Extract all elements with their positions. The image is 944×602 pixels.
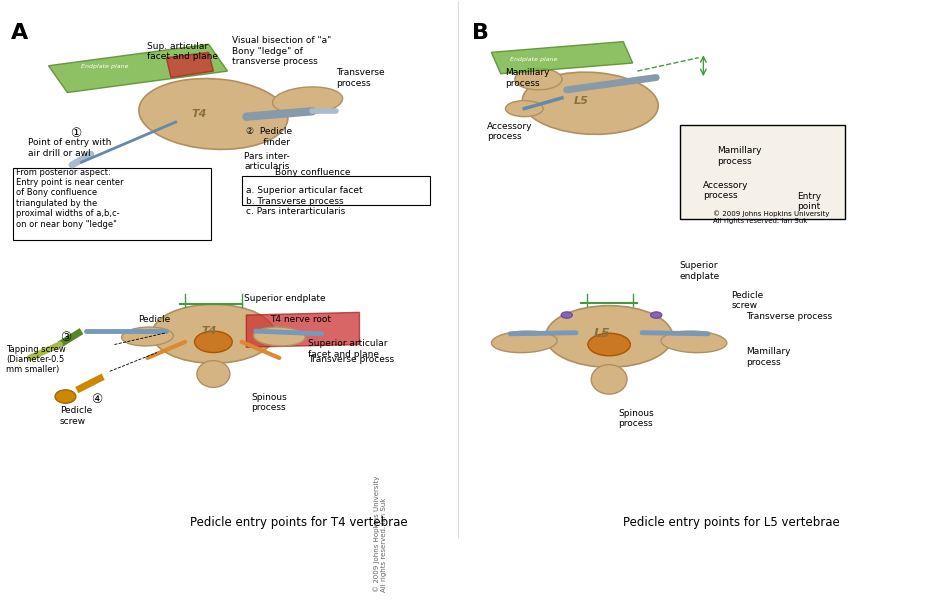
Text: Pars inter-
articularis: Pars inter- articularis xyxy=(244,152,290,171)
Text: A: A xyxy=(10,23,28,43)
Ellipse shape xyxy=(661,331,726,353)
Text: B: B xyxy=(472,23,489,43)
Text: L5: L5 xyxy=(573,96,588,105)
Text: Pedicle: Pedicle xyxy=(138,315,170,324)
Text: From posterior aspect:
Entry point is near center
of Bony confluence
triangulate: From posterior aspect: Entry point is ne… xyxy=(15,167,123,229)
Text: Transverse
process: Transverse process xyxy=(335,69,384,88)
Text: Transverse process: Transverse process xyxy=(308,355,394,364)
Bar xyxy=(242,176,430,205)
Ellipse shape xyxy=(505,101,543,117)
Polygon shape xyxy=(246,312,359,347)
Ellipse shape xyxy=(55,390,76,403)
Text: Accessory
process: Accessory process xyxy=(486,122,531,141)
Ellipse shape xyxy=(514,69,562,90)
Text: Accessory
process: Accessory process xyxy=(702,181,748,200)
Ellipse shape xyxy=(253,327,305,346)
Text: ④: ④ xyxy=(91,393,102,406)
Ellipse shape xyxy=(649,312,661,318)
Text: T4: T4 xyxy=(201,326,216,336)
Ellipse shape xyxy=(122,327,173,346)
Text: ③: ③ xyxy=(59,331,71,344)
Text: Spinous
process: Spinous process xyxy=(251,393,287,412)
Bar xyxy=(12,167,211,240)
Text: Spinous
process: Spinous process xyxy=(618,409,653,428)
Text: Tapping screw
(Diameter-0.5
mm smaller): Tapping screw (Diameter-0.5 mm smaller) xyxy=(6,344,66,374)
Ellipse shape xyxy=(194,331,232,353)
Text: Point of entry with
air drill or awl: Point of entry with air drill or awl xyxy=(27,138,111,158)
Text: Pedicle entry points for L5 vertebrae: Pedicle entry points for L5 vertebrae xyxy=(623,516,839,529)
Text: Endplate plane: Endplate plane xyxy=(510,57,557,62)
Text: ①: ① xyxy=(70,128,81,140)
Text: Superior endplate: Superior endplate xyxy=(244,294,326,303)
Text: © 2009 Johns Hopkins University
All rights reserved. Ian Suk: © 2009 Johns Hopkins University All righ… xyxy=(712,211,828,224)
Bar xyxy=(679,125,844,219)
Text: Pedicle
screw: Pedicle screw xyxy=(731,291,763,310)
Text: © 2009 Johns Hopkins University
All rights reserved. Ian Suk: © 2009 Johns Hopkins University All righ… xyxy=(373,476,387,592)
Text: Pedicle entry points for T4 vertebrae: Pedicle entry points for T4 vertebrae xyxy=(190,516,407,529)
Ellipse shape xyxy=(561,312,572,318)
Text: Entry
point: Entry point xyxy=(797,191,821,211)
Ellipse shape xyxy=(522,72,658,134)
Ellipse shape xyxy=(152,305,275,363)
Text: Mamillary
process: Mamillary process xyxy=(745,347,789,367)
Ellipse shape xyxy=(272,87,343,114)
Ellipse shape xyxy=(587,334,630,356)
Text: ②  Pedicle
      finder: ② Pedicle finder xyxy=(246,128,293,147)
Text: Mamillary
process: Mamillary process xyxy=(505,69,549,88)
Polygon shape xyxy=(166,52,213,78)
Ellipse shape xyxy=(545,306,672,367)
Text: Visual bisection of "a"
Bony "ledge" of
transverse process: Visual bisection of "a" Bony "ledge" of … xyxy=(232,36,331,66)
Text: Sup. articular
facet and plane: Sup. articular facet and plane xyxy=(147,42,218,61)
Text: L5: L5 xyxy=(594,327,610,340)
Text: Superior articular
facet and plane: Superior articular facet and plane xyxy=(308,339,387,359)
Text: T4 nerve root: T4 nerve root xyxy=(270,315,330,324)
Polygon shape xyxy=(48,45,228,93)
Ellipse shape xyxy=(139,78,288,149)
Ellipse shape xyxy=(591,365,627,394)
Text: Pedicle
screw: Pedicle screw xyxy=(59,406,92,426)
Text: a. Superior articular facet
b. Transverse process
c. Pars interarticularis: a. Superior articular facet b. Transvers… xyxy=(246,187,362,216)
Text: Endplate plane: Endplate plane xyxy=(81,64,128,69)
Text: Superior
endplate: Superior endplate xyxy=(679,261,719,281)
Text: Transverse process: Transverse process xyxy=(745,312,831,321)
Text: T4: T4 xyxy=(192,109,207,119)
Ellipse shape xyxy=(196,361,229,388)
Polygon shape xyxy=(491,42,632,74)
Ellipse shape xyxy=(491,331,557,353)
Text: Bony confluence: Bony confluence xyxy=(275,167,350,176)
Text: Mamillary
process: Mamillary process xyxy=(716,146,761,166)
